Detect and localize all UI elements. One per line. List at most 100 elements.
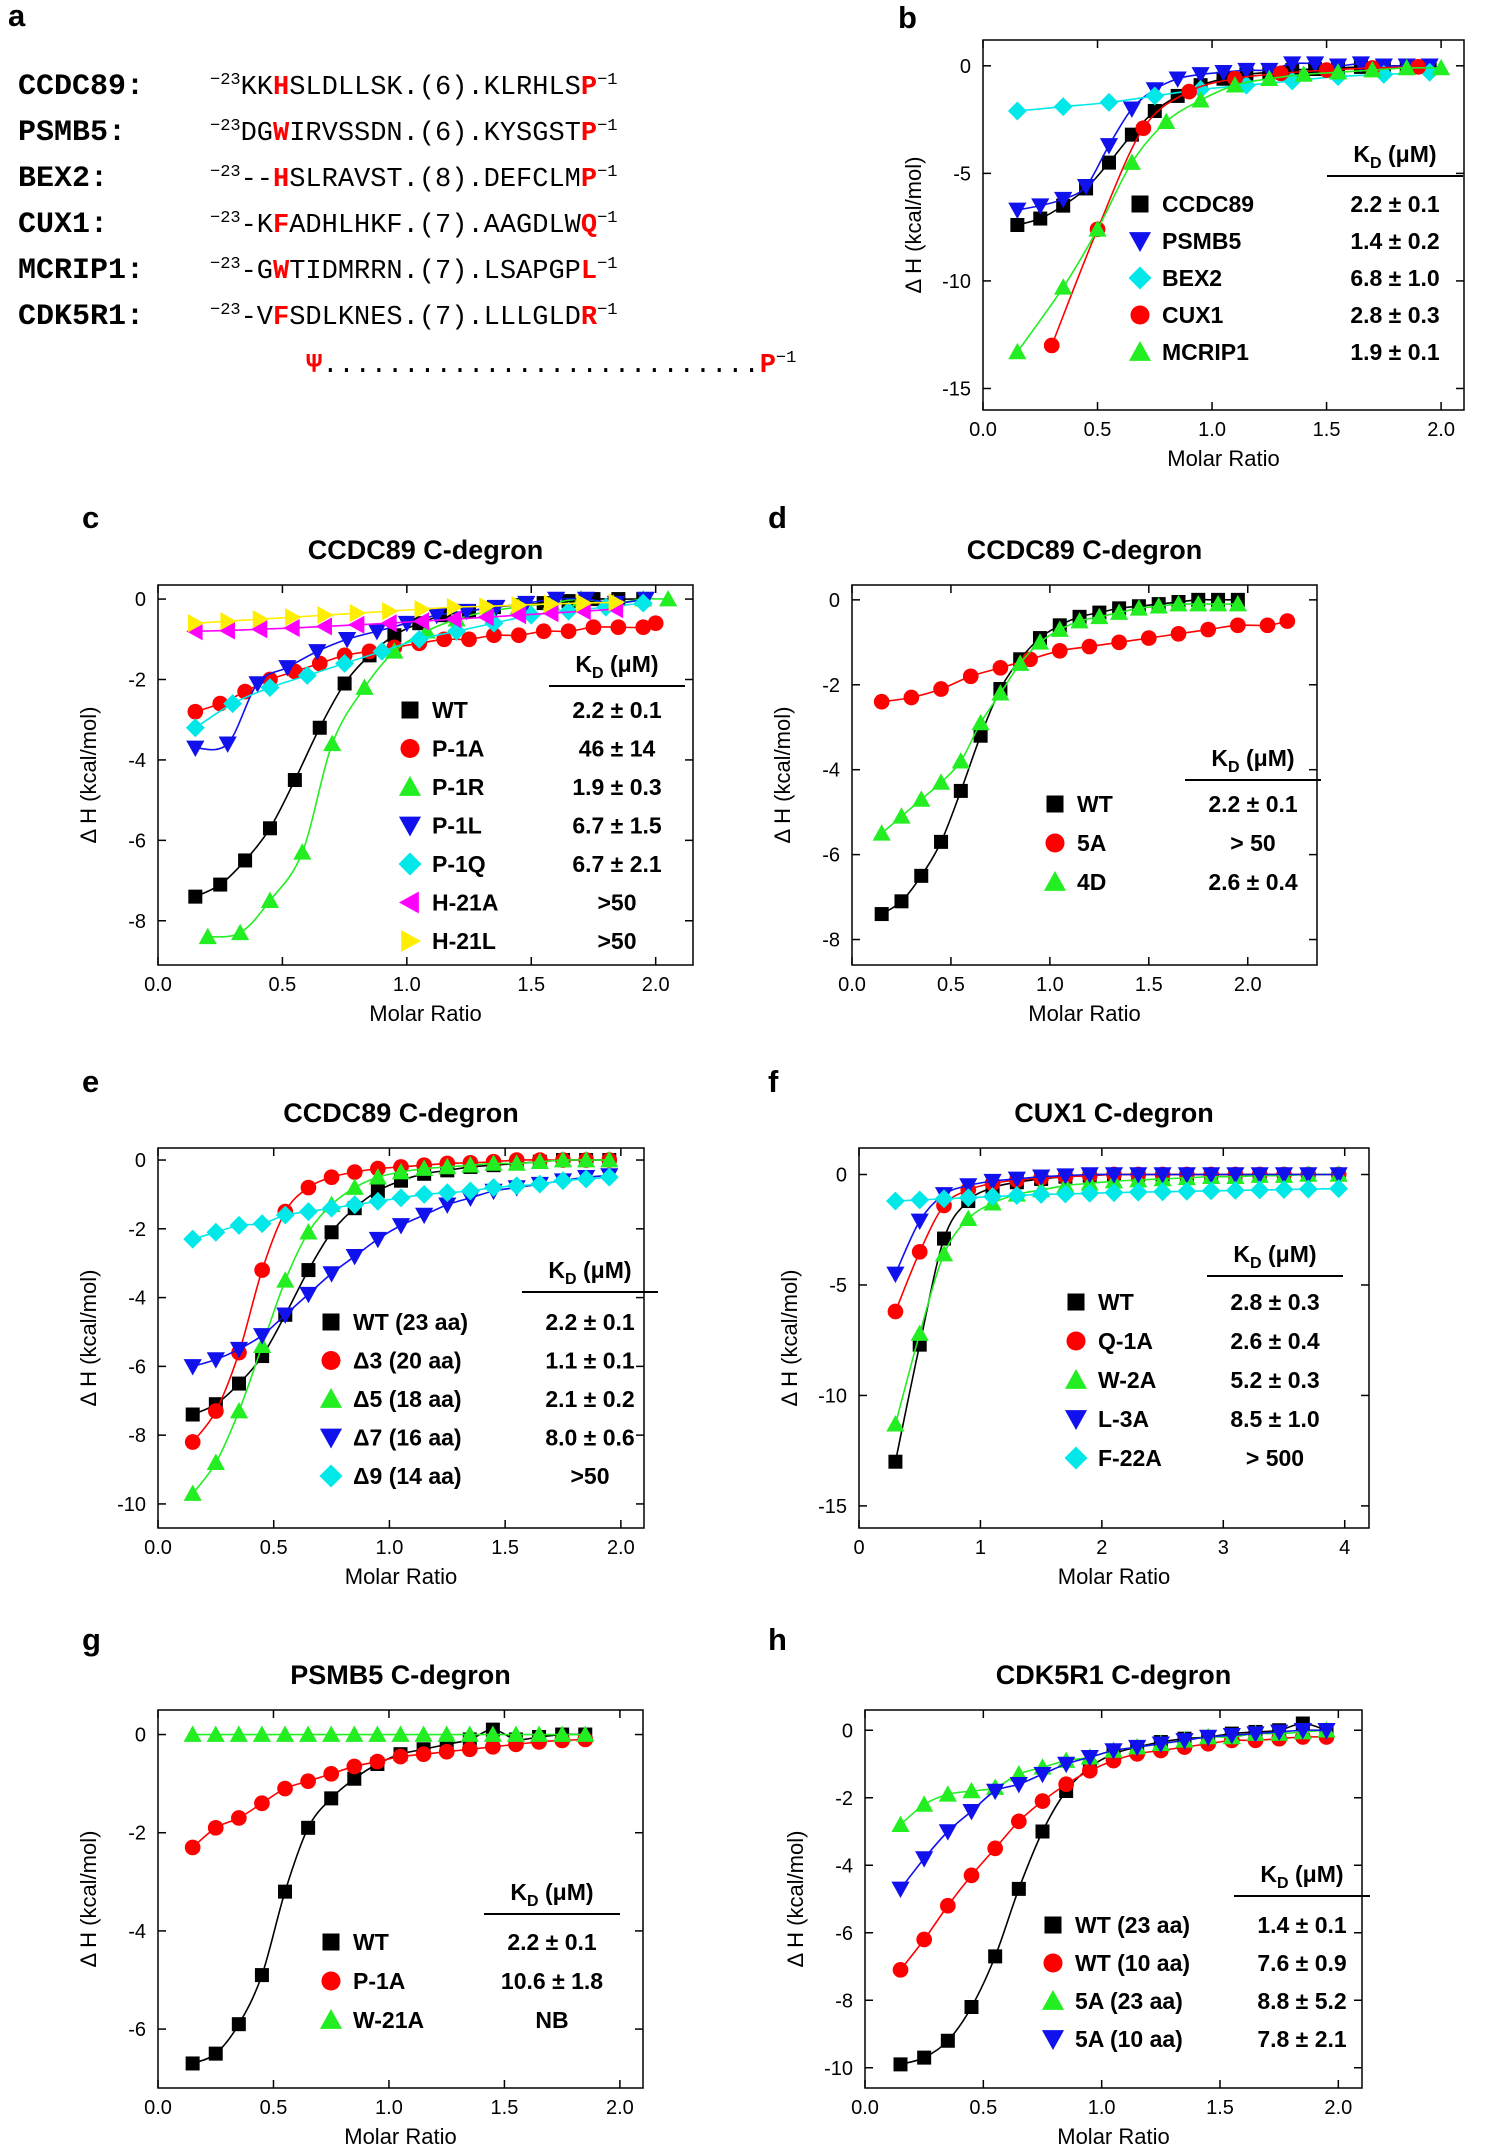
- data-point: [1010, 218, 1025, 232]
- data-point: [437, 1183, 457, 1203]
- data-point: [886, 1266, 905, 1284]
- panel-label-c: c: [82, 500, 99, 535]
- data-point: [250, 620, 268, 639]
- data-point: [230, 1810, 247, 1826]
- y-tick-label: 0: [960, 56, 971, 78]
- data-point: [185, 1407, 200, 1422]
- data-point: [1181, 83, 1197, 100]
- data-point: [1009, 1776, 1028, 1794]
- data-point: [1260, 69, 1279, 87]
- data-point: [287, 773, 302, 788]
- data-point: [610, 619, 627, 636]
- y-axis-label: Δ H (kcal/mol): [76, 1831, 101, 1968]
- seq-name-5: CDK5R1:: [18, 300, 144, 334]
- data-point: [367, 623, 387, 641]
- data-point: [1033, 1766, 1052, 1784]
- kd-value: >50: [597, 928, 636, 954]
- data-point: [951, 752, 970, 769]
- kd-value: 5.2 ± 0.3: [1230, 1367, 1319, 1393]
- data-point: [885, 1191, 905, 1211]
- data-point: [910, 1190, 930, 1210]
- data-point: [427, 607, 446, 625]
- data-point: [391, 1188, 411, 1208]
- y-tick-label: -2: [128, 669, 146, 691]
- data-point: [1008, 202, 1027, 220]
- kd-value: 8.8 ± 5.2: [1257, 1988, 1346, 2014]
- data-point: [299, 1286, 318, 1304]
- data-point: [1007, 101, 1027, 121]
- data-point: [186, 622, 203, 641]
- data-point: [212, 695, 229, 712]
- data-point: [186, 740, 205, 757]
- x-tick-label: 0.0: [144, 2097, 172, 2119]
- legend-label: F-22A: [1098, 1445, 1162, 1471]
- data-point: [507, 1154, 526, 1171]
- data-point: [910, 1213, 929, 1231]
- data-point: [1202, 1167, 1221, 1184]
- x-tick-label: 4: [1339, 1537, 1350, 1559]
- data-point: [912, 790, 931, 807]
- data-point: [608, 593, 625, 612]
- data-point: [887, 1303, 904, 1320]
- data-point: [535, 623, 552, 640]
- data-point: [323, 734, 342, 752]
- plot-frame: [851, 584, 1318, 966]
- data-point: [959, 1209, 978, 1226]
- legend-label: P-1A: [353, 1968, 405, 1994]
- data-point: [940, 2033, 955, 2048]
- data-point: [278, 1884, 293, 1899]
- data-point: [892, 1962, 909, 1978]
- data-point: [517, 595, 536, 613]
- data-point: [347, 1771, 362, 1786]
- data-point: [559, 601, 579, 621]
- data-point: [275, 1725, 295, 1742]
- data-point: [1294, 65, 1313, 82]
- data-point: [992, 659, 1009, 676]
- data-point: [485, 1738, 501, 1755]
- legend-marker: [319, 2008, 343, 2029]
- chart-title: CUX1 C-degron: [1014, 1098, 1214, 1128]
- x-tick-label: 0.5: [260, 2097, 288, 2119]
- x-tick-label: 1.0: [1198, 419, 1226, 441]
- legend-marker: [1067, 1293, 1085, 1311]
- data-point: [461, 1156, 480, 1173]
- data-point: [917, 2050, 932, 2065]
- data-point: [938, 1824, 957, 1841]
- data-point: [262, 821, 277, 836]
- data-point: [574, 602, 591, 621]
- x-tick-label: 1.5: [491, 1537, 519, 1559]
- data-point: [391, 1218, 411, 1235]
- data-point: [232, 1376, 246, 1391]
- data-point: [484, 1154, 503, 1171]
- data-point: [1033, 211, 1048, 226]
- data-point: [894, 894, 909, 909]
- data-point: [874, 907, 889, 922]
- data-point: [1259, 617, 1276, 634]
- kd-value: 2.2 ± 0.1: [507, 1929, 597, 1955]
- data-point: [1298, 1179, 1318, 1199]
- data-point: [415, 1746, 432, 1763]
- legend-label: CUX1: [1162, 302, 1224, 328]
- data-point: [1080, 1167, 1099, 1184]
- legend-marker: [321, 1350, 341, 1371]
- y-tick-label: 0: [836, 1165, 847, 1187]
- x-tick-label: 1.0: [1088, 2097, 1116, 2119]
- data-point: [1177, 1167, 1196, 1184]
- data-point: [1228, 595, 1247, 612]
- data-point: [368, 1191, 388, 1211]
- data-point: [317, 606, 334, 625]
- data-point: [187, 703, 204, 720]
- data-point: [445, 610, 462, 629]
- data-point: [415, 1207, 434, 1225]
- data-point: [938, 1785, 957, 1802]
- data-point: [553, 1725, 572, 1742]
- y-tick-label: -15: [942, 378, 971, 400]
- kd-value: 7.6 ± 0.9: [1257, 1950, 1346, 1976]
- seq-line-1: −23DGWIRVSSDN.(6).KYSGSTP−1: [210, 117, 617, 149]
- data-point: [254, 1795, 270, 1812]
- data-point: [1124, 127, 1139, 142]
- legend-label: L-3A: [1098, 1406, 1149, 1432]
- kd-value: 1.4 ± 0.1: [1257, 1912, 1347, 1938]
- data-point: [911, 1243, 928, 1260]
- legend-label: 5A (10 aa): [1075, 2026, 1183, 2052]
